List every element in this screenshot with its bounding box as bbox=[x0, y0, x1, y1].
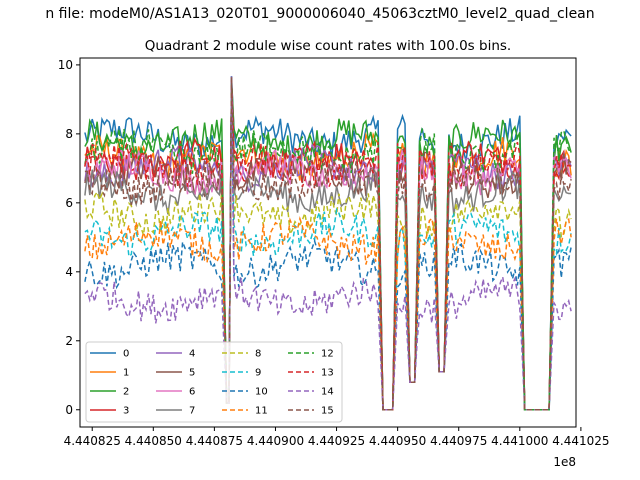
x-tick-label: 4.440925 bbox=[308, 434, 365, 448]
legend-label-11: 11 bbox=[255, 406, 268, 417]
legend-label-15: 15 bbox=[321, 406, 334, 417]
series-line-4 bbox=[84, 83, 572, 411]
chart-suptitle: n file: modeM0/AS1A13_020T01_9000006040_… bbox=[45, 6, 594, 22]
series-line-15 bbox=[84, 77, 572, 411]
x-tick-label: 4.440825 bbox=[64, 434, 121, 448]
series-line-12 bbox=[84, 81, 572, 411]
legend-label-8: 8 bbox=[255, 349, 261, 360]
legend-label-12: 12 bbox=[321, 349, 334, 360]
x-tick-label: 4.441000 bbox=[491, 434, 548, 448]
series-line-11 bbox=[84, 85, 572, 411]
y-tick-label: 0 bbox=[65, 403, 73, 417]
y-tick-label: 8 bbox=[65, 127, 73, 141]
series-line-9 bbox=[84, 83, 572, 411]
x-offset-label: 1e8 bbox=[553, 455, 576, 469]
legend-label-4: 4 bbox=[189, 349, 195, 360]
x-tick-label: 4.440875 bbox=[186, 434, 243, 448]
x-tick-label: 4.440950 bbox=[369, 434, 426, 448]
legend-label-10: 10 bbox=[255, 387, 268, 398]
legend-label-5: 5 bbox=[189, 368, 195, 379]
series-layer bbox=[84, 76, 572, 411]
legend-label-3: 3 bbox=[123, 406, 129, 417]
legend-label-7: 7 bbox=[189, 406, 195, 417]
series-line-7 bbox=[84, 82, 572, 411]
series-line-14 bbox=[84, 76, 572, 411]
y-tick-label: 10 bbox=[58, 58, 73, 72]
y-tick-label: 6 bbox=[65, 196, 73, 210]
x-tick-label: 4.440900 bbox=[247, 434, 304, 448]
series-line-8 bbox=[84, 78, 572, 411]
chart-title: Quadrant 2 module wise count rates with … bbox=[145, 38, 511, 54]
legend-label-9: 9 bbox=[255, 368, 261, 379]
legend-label-1: 1 bbox=[123, 368, 129, 379]
legend-label-2: 2 bbox=[123, 387, 129, 398]
axes-frame bbox=[79, 57, 577, 428]
legend-label-13: 13 bbox=[321, 368, 334, 379]
legend-label-6: 6 bbox=[189, 387, 195, 398]
x-tick-label: 4.440850 bbox=[125, 434, 182, 448]
x-tick-label: 4.440975 bbox=[430, 434, 487, 448]
y-tick-label: 2 bbox=[65, 334, 73, 348]
legend-box bbox=[85, 341, 343, 423]
legend-label-14: 14 bbox=[321, 387, 334, 398]
x-tick-label: 4.441025 bbox=[552, 434, 609, 448]
y-tick-label: 4 bbox=[65, 265, 73, 279]
legend-label-0: 0 bbox=[123, 349, 129, 360]
x-axis: 4.440825 4.440850 4.440875 4.440900 4.440925… bbox=[64, 427, 610, 448]
y-axis: 0 2 4 6 8 10 bbox=[58, 58, 80, 417]
